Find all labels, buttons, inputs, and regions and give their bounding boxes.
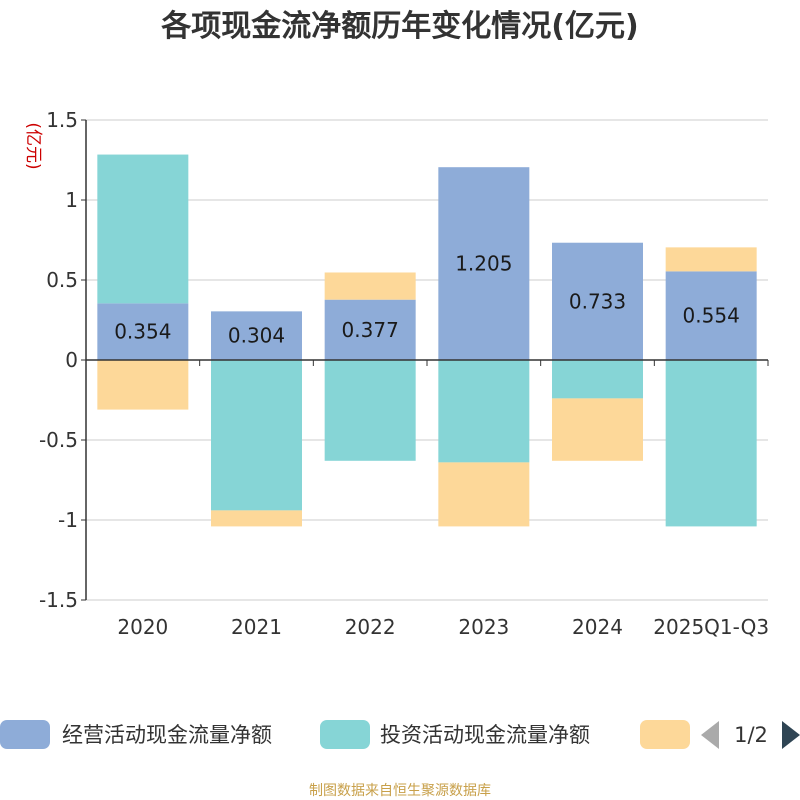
legend-swatch-2 (320, 720, 370, 749)
bars-layer (97, 154, 757, 527)
data-label: 0.354 (114, 320, 171, 344)
triangle-right-icon[interactable] (782, 721, 800, 749)
bar-2023-series-2 (438, 360, 530, 463)
legend-swatch-3 (640, 720, 690, 749)
x-tick-label: 2021 (231, 615, 282, 639)
grid-lines (86, 119, 768, 601)
bar-2022-series-1 (324, 299, 416, 360)
bar-2021-series-3 (211, 510, 302, 527)
bar-2023-series-1 (438, 167, 530, 360)
bar-2024-series-2 (552, 360, 643, 399)
data-labels-layer: 0.354 0.304 0.377 1.205 0.733 0.554 (114, 252, 740, 348)
x-tick-label: 2023 (458, 615, 509, 639)
bar-2020-series-2 (97, 154, 189, 304)
legend-label-1: 经营活动现金流量净额 (62, 723, 272, 747)
bar-2025Q1-Q3-series-2 (665, 360, 757, 527)
bar-2021-series-1 (211, 311, 302, 360)
tick-labels-layer: 1.5 1 0.5 0 -0.5 -1 -1.5 2020 2021 2022 2023 2024 20… (39, 108, 769, 639)
bar-2022-series-3 (324, 272, 416, 300)
legend-pager: 1/2 (701, 721, 800, 749)
data-label: 0.554 (683, 304, 740, 328)
bar-2023-series-3 (438, 462, 530, 527)
y-tick-label: 1.5 (46, 108, 78, 132)
y-tick-label: -1.5 (39, 588, 78, 612)
legend-page-indicator: 1/2 (734, 723, 768, 747)
y-tick-label: 1 (65, 188, 78, 212)
data-label: 0.304 (228, 324, 285, 348)
data-source-note: 制图数据来自恒生聚源数据库 (309, 783, 491, 799)
y-axis-unit-label: (亿元) (23, 122, 43, 169)
bar-2022-series-2 (324, 360, 416, 461)
y-tick-label: -0.5 (39, 428, 78, 452)
x-tick-label: 2024 (572, 615, 623, 639)
legend-label-2: 投资活动现金流量净额 (380, 723, 590, 747)
bar-2025Q1-Q3-series-3 (665, 247, 757, 272)
bar-2024-series-1 (552, 242, 643, 360)
y-tick-label: 0 (65, 348, 78, 372)
data-label: 0.377 (342, 318, 399, 342)
legend-swatch-1 (0, 720, 50, 749)
y-tick-label: 0.5 (46, 268, 78, 292)
axes-layer (81, 119, 769, 601)
bar-2024-series-3 (552, 398, 643, 461)
legend: 经营活动现金流量净额 投资活动现金流量净额 (0, 720, 690, 749)
bar-2020-series-3 (97, 360, 189, 410)
chart-title: 各项现金流净额历年变化情况(亿元) (160, 9, 638, 44)
bar-2025Q1-Q3-series-1 (665, 271, 757, 360)
x-tick-label: 2025Q1-Q3 (653, 615, 769, 639)
x-tick-label: 2022 (345, 615, 396, 639)
triangle-left-icon[interactable] (701, 721, 719, 749)
bar-2021-series-2 (211, 360, 302, 511)
data-label: 1.205 (455, 252, 512, 276)
data-label: 0.733 (569, 289, 626, 313)
y-tick-label: -1 (58, 508, 78, 532)
x-tick-label: 2020 (117, 615, 168, 639)
bar-2020-series-1 (97, 303, 189, 360)
